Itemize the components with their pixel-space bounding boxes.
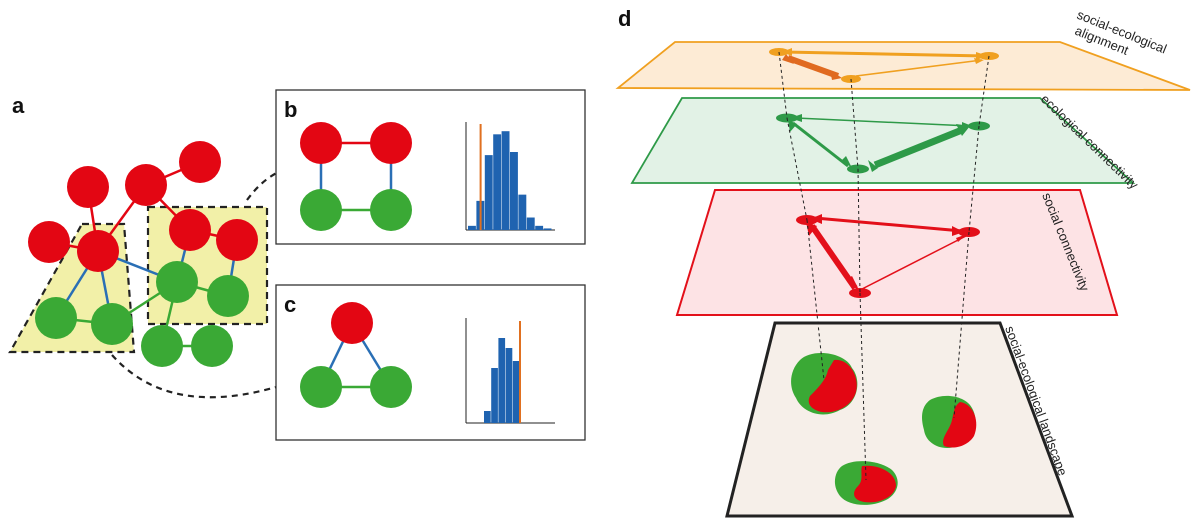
histogram-b-bar [510, 152, 518, 230]
histogram-c-bar [512, 361, 520, 423]
histogram-b-bar [493, 134, 502, 230]
panel-label-a: a [12, 93, 25, 118]
panel-label-b: b [284, 97, 297, 122]
ecological-plane [630, 97, 1136, 184]
panel-d: d social-ecological landscape social con… [615, 6, 1191, 518]
histogram-b-bar [501, 131, 510, 230]
histogram-c-bar [484, 411, 491, 423]
panel-label-d: d [618, 6, 631, 31]
social-layer: social connectivity [675, 189, 1119, 316]
projection-lines [778, 51, 990, 481]
panel-a: a [8, 93, 285, 399]
panel-b: b [275, 89, 586, 245]
histogram-c-bar [491, 368, 498, 423]
panel-c-frame [275, 284, 586, 441]
landscape-patch-3 [834, 461, 898, 505]
histogram-b-bar [535, 225, 544, 230]
alignment-plane [615, 41, 1191, 91]
alignment-layer: social-ecological alignment [615, 7, 1191, 91]
arrow-to-panel-c [111, 354, 285, 399]
ecological-nodes [35, 261, 249, 367]
histogram-b-bar [518, 194, 527, 230]
histogram-b-bar [526, 217, 535, 230]
histogram-c-bar [498, 338, 506, 423]
histogram-b-bar [484, 155, 493, 230]
histogram-c-bar [505, 348, 513, 423]
panel-c: c [275, 284, 586, 441]
motif-c [300, 302, 412, 408]
panel-label-c: c [284, 292, 296, 317]
landscape-layer: social-ecological landscape [725, 321, 1075, 518]
social-nodes [28, 141, 258, 272]
motif-b [300, 122, 412, 231]
landscape-patch-1 [791, 353, 858, 415]
landscape-patch-2 [922, 395, 977, 449]
ecological-layer: ecological connectivity [630, 91, 1142, 192]
arrow-to-panel-b [246, 168, 285, 201]
histogram-b-bar [543, 228, 552, 230]
social-plane [675, 189, 1119, 316]
histogram-c [465, 318, 555, 424]
histogram-b-bar [468, 225, 476, 230]
histogram-b [465, 122, 555, 231]
